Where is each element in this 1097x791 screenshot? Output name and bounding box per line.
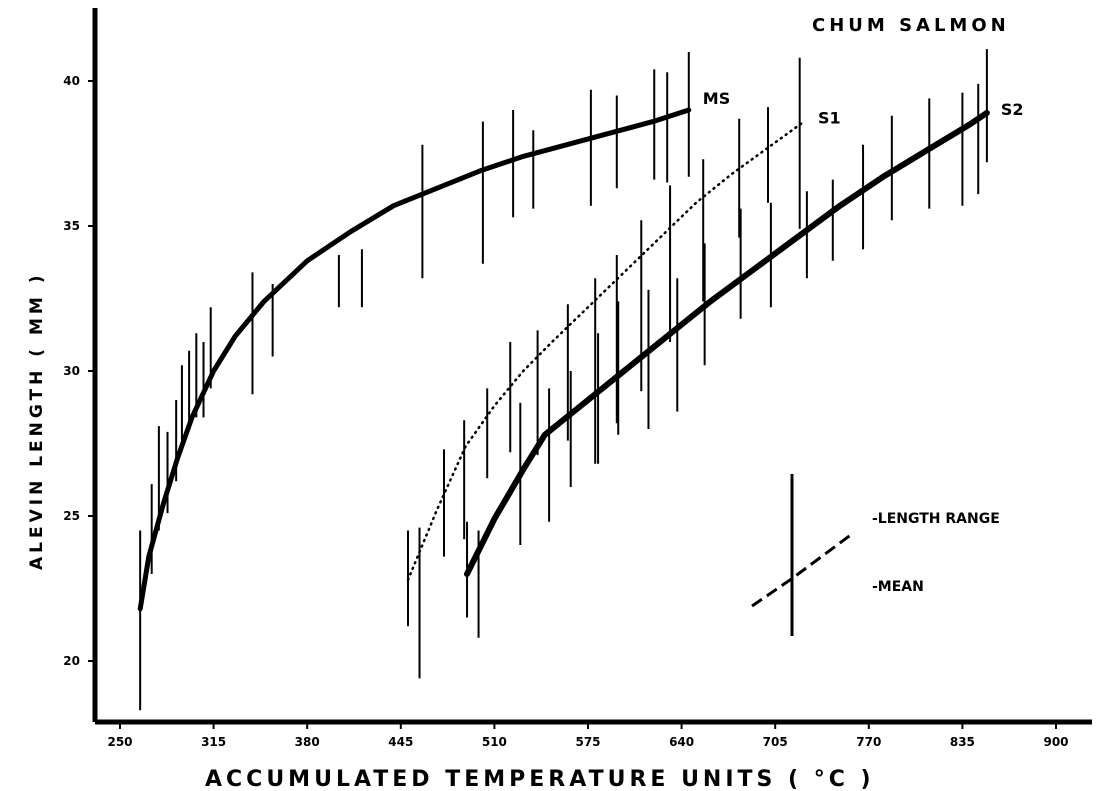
x-tick-label: 380 — [295, 735, 320, 749]
y-ticks: 20 25 30 35 40 — [63, 74, 95, 668]
x-tick-label: 770 — [856, 735, 881, 749]
x-axis-title: ACCUMULATED TEMPERATURE UNITS ( °C ) — [205, 767, 875, 791]
x-tick-label: 315 — [201, 735, 226, 749]
series-layer: MS S1 S2 — [140, 49, 1023, 710]
x-tick-label: 705 — [763, 735, 788, 749]
legend: -LENGTH RANGE -MEAN — [752, 474, 1000, 636]
chart-title: CHUM SALMON — [812, 15, 1010, 36]
legend-entry-mean: -MEAN — [872, 579, 924, 595]
series-label-s1: S1 — [818, 109, 841, 128]
x-tick-label: 575 — [575, 735, 600, 749]
x-tick-label: 835 — [950, 735, 975, 749]
y-axis-title: ALEVIN LENGTH ( MM ) — [27, 271, 47, 570]
plot-axes — [95, 8, 1092, 722]
x-tick-label: 900 — [1043, 735, 1068, 749]
legend-entry-length-range: -LENGTH RANGE — [872, 511, 1000, 527]
x-tick-label: 250 — [107, 735, 132, 749]
series-line-ms — [140, 110, 689, 609]
series-label-ms: MS — [703, 89, 730, 108]
legend-mean-mark — [752, 534, 852, 606]
x-ticks: 250 315 380 445 510 575 640 705 770 835 900 — [107, 722, 1068, 749]
x-tick-label: 445 — [388, 735, 413, 749]
y-tick-label: 30 — [63, 364, 80, 378]
series-line-s1 — [408, 122, 804, 580]
x-tick-label: 510 — [482, 735, 507, 749]
y-tick-label: 25 — [63, 509, 80, 523]
y-tick-label: 20 — [63, 654, 80, 668]
series-label-s2: S2 — [1001, 100, 1024, 119]
x-tick-label: 640 — [669, 735, 694, 749]
y-tick-label: 35 — [63, 219, 80, 233]
series-line-s2 — [467, 113, 987, 574]
y-tick-label: 40 — [63, 74, 80, 88]
